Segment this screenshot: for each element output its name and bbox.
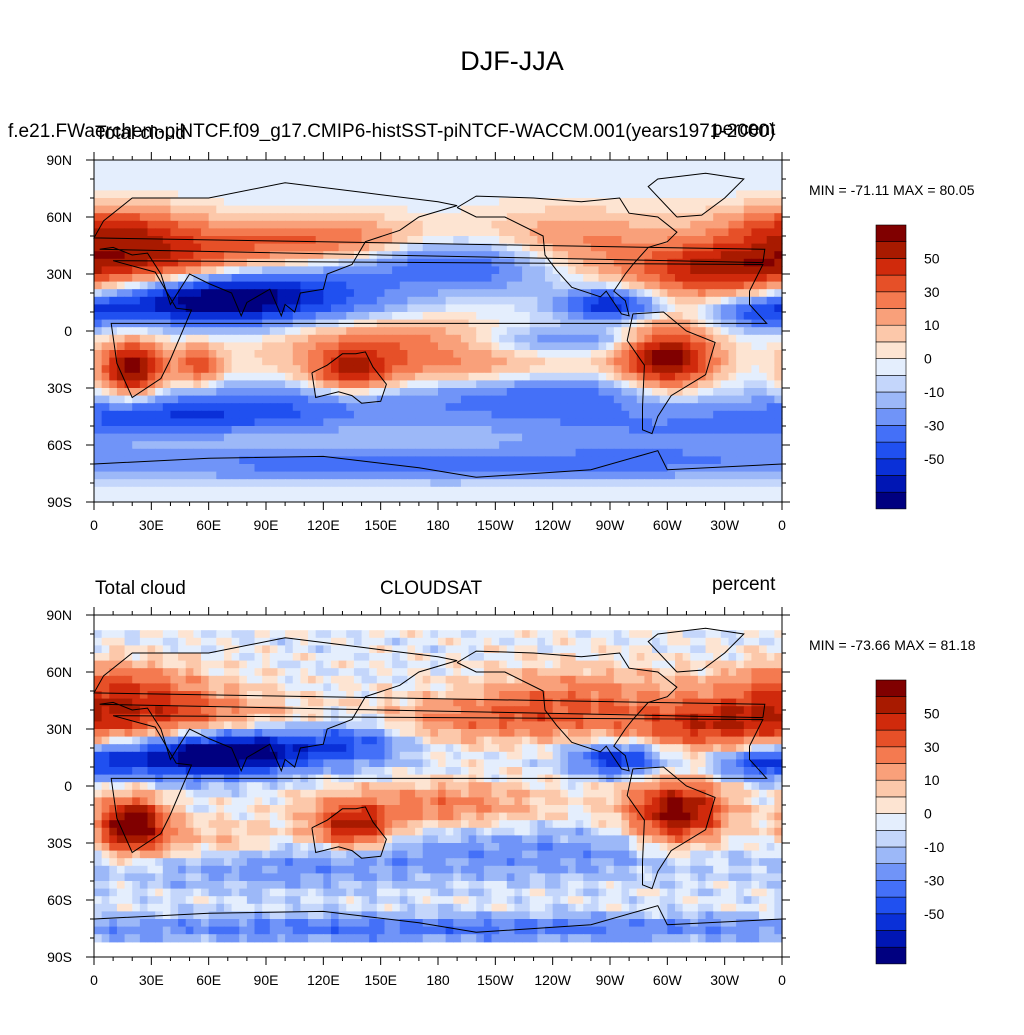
colorbar-swatch xyxy=(876,309,906,326)
colorbar-label: -50 xyxy=(924,451,944,467)
y-tick-label: 90S xyxy=(47,949,72,965)
colorbar-swatch xyxy=(876,325,906,342)
map-panel-model: f.e21.FWaerchem-piNTCF.f09_g17.CMIP6-his… xyxy=(0,110,1024,580)
colorbar-swatch xyxy=(876,914,906,931)
colorbar-swatch xyxy=(876,392,906,409)
x-tick-label: 60E xyxy=(196,517,221,533)
colorbar-swatch xyxy=(876,797,906,814)
colorbar-swatch xyxy=(876,780,906,797)
colorbar-swatch xyxy=(876,680,906,697)
colorbar-label: 30 xyxy=(924,739,940,755)
colorbar: 50 30 10 0 -10 -30 -50 xyxy=(876,680,944,964)
colorbar: 50 30 10 0 -10 -30 -50 xyxy=(876,225,944,509)
x-tick-label: 90E xyxy=(254,517,279,533)
x-tick-label: 0 xyxy=(778,517,786,533)
y-tick-label: 60S xyxy=(47,437,72,453)
x-tick-label: 60E xyxy=(196,972,221,988)
colorbar-swatch xyxy=(876,342,906,359)
colorbar-label: -30 xyxy=(924,872,944,888)
colorbar-swatch xyxy=(876,730,906,747)
colorbar-swatch xyxy=(876,880,906,897)
colorbar-swatch xyxy=(876,697,906,714)
y-tick-label: 0 xyxy=(64,778,72,794)
colorbar-swatch xyxy=(876,864,906,881)
x-tick-label: 0 xyxy=(778,972,786,988)
colorbar-swatch xyxy=(876,814,906,831)
colorbar-swatch xyxy=(876,442,906,459)
x-tick-label: 30E xyxy=(139,972,164,988)
colorbar-swatch xyxy=(876,764,906,781)
colorbar-swatch xyxy=(876,947,906,964)
colorbar-swatch xyxy=(876,476,906,493)
colorbar-swatch xyxy=(876,242,906,259)
colorbar-swatch xyxy=(876,492,906,509)
colorbar-label: 0 xyxy=(924,351,932,367)
y-tick-label: 0 xyxy=(64,323,72,339)
x-tick-label: 60W xyxy=(653,972,683,988)
y-tick-label: 60S xyxy=(47,892,72,908)
map-figure: 0 30E 60E 90E 120E 150E 180 150W 120W 90W 60W 30W 0 9… xyxy=(0,565,1024,1035)
x-tick-label: 120E xyxy=(307,517,340,533)
colorbar-label: -10 xyxy=(924,839,944,855)
colorbar-label: -10 xyxy=(924,384,944,400)
map-panel-obs: Total cloud CLOUDSAT percent MIN = -73.6… xyxy=(0,565,1024,1035)
x-tick-label: 0 xyxy=(90,972,98,988)
x-tick-label: 150W xyxy=(477,972,514,988)
figure-title: DJF-JJA xyxy=(0,46,1024,77)
colorbar-swatch xyxy=(876,931,906,948)
y-tick-label: 90N xyxy=(46,152,72,168)
x-tick-label: 150E xyxy=(364,972,397,988)
colorbar-label: 10 xyxy=(924,772,940,788)
colorbar-swatch xyxy=(876,713,906,730)
contour-map xyxy=(94,615,783,957)
colorbar-label: 50 xyxy=(924,705,940,721)
x-tick-label: 90W xyxy=(596,517,626,533)
y-tick-label: 30S xyxy=(47,835,72,851)
colorbar-label: -50 xyxy=(924,906,944,922)
colorbar-swatch xyxy=(876,275,906,292)
y-tick-label: 60N xyxy=(46,209,72,225)
x-tick-label: 30W xyxy=(710,972,740,988)
x-tick-label: 180 xyxy=(426,972,450,988)
y-tick-label: 60N xyxy=(46,664,72,680)
colorbar-swatch xyxy=(876,375,906,392)
y-tick-label: 30N xyxy=(46,266,72,282)
colorbar-swatch xyxy=(876,747,906,764)
x-tick-label: 120W xyxy=(534,972,571,988)
colorbar-swatch xyxy=(876,258,906,275)
x-tick-label: 30W xyxy=(710,517,740,533)
x-tick-label: 60W xyxy=(653,517,683,533)
colorbar-swatch xyxy=(876,459,906,476)
colorbar-swatch xyxy=(876,292,906,309)
colorbar-label: 10 xyxy=(924,317,940,333)
colorbar-swatch xyxy=(876,225,906,242)
y-tick-label: 90S xyxy=(47,494,72,510)
colorbar-label: 50 xyxy=(924,250,940,266)
colorbar-swatch xyxy=(876,409,906,426)
colorbar-swatch xyxy=(876,425,906,442)
colorbar-label: 30 xyxy=(924,284,940,300)
map-figure: 0 30E 60E 90E 120E 150E 180 150W 120W 90W 60W 30W 0 9… xyxy=(0,110,1024,580)
colorbar-swatch xyxy=(876,847,906,864)
x-tick-label: 30E xyxy=(139,517,164,533)
colorbar-swatch xyxy=(876,830,906,847)
y-tick-label: 30S xyxy=(47,380,72,396)
x-tick-label: 180 xyxy=(426,517,450,533)
colorbar-swatch xyxy=(876,359,906,376)
x-tick-label: 90E xyxy=(254,972,279,988)
contour-map xyxy=(94,160,783,503)
y-tick-label: 30N xyxy=(46,721,72,737)
x-tick-label: 120W xyxy=(534,517,571,533)
colorbar-swatch xyxy=(876,897,906,914)
x-tick-label: 0 xyxy=(90,517,98,533)
colorbar-label: -30 xyxy=(924,417,944,433)
colorbar-label: 0 xyxy=(924,806,932,822)
x-tick-label: 90W xyxy=(596,972,626,988)
y-tick-label: 90N xyxy=(46,607,72,623)
x-tick-label: 150W xyxy=(477,517,514,533)
x-tick-label: 150E xyxy=(364,517,397,533)
x-tick-label: 120E xyxy=(307,972,340,988)
